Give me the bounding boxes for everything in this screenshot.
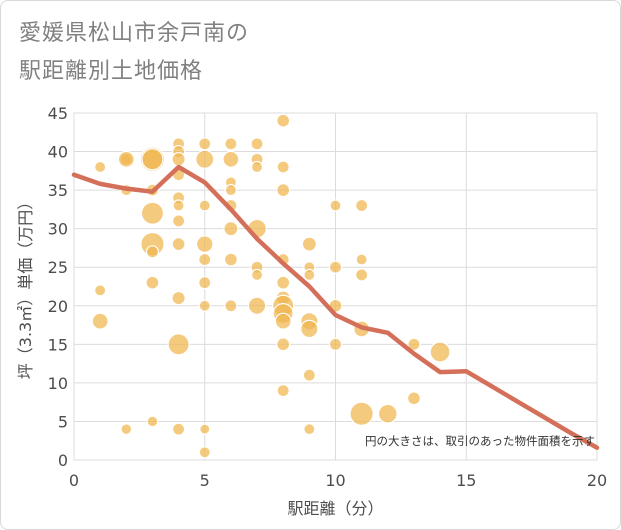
data-bubble — [172, 199, 185, 212]
x-tick-label: 15 — [456, 471, 476, 490]
data-bubble — [355, 198, 369, 213]
y-axis-label: 坪（3.3㎡）単価（万円） — [16, 194, 35, 379]
data-bubble — [171, 290, 186, 306]
plot-border — [73, 112, 598, 461]
data-bubble — [224, 299, 238, 313]
data-bubble — [195, 149, 215, 169]
data-bubble — [276, 160, 290, 174]
data-bubble — [250, 268, 264, 282]
x-axis-label: 駅距離（分） — [287, 499, 383, 518]
data-bubble — [145, 245, 160, 259]
data-bubble — [120, 423, 133, 436]
data-bubble — [172, 214, 186, 228]
data-bubble — [198, 446, 211, 459]
data-bubble — [274, 312, 292, 330]
data-bubble — [140, 201, 165, 225]
y-tick-label: 15 — [48, 335, 68, 354]
data-bubble — [172, 422, 186, 436]
data-bubble — [276, 384, 290, 398]
y-tick-label: 0 — [58, 451, 68, 470]
trend-line — [71, 164, 600, 450]
data-bubble — [303, 423, 316, 436]
data-bubble — [117, 150, 135, 168]
data-bubble — [145, 275, 160, 290]
data-bubble — [301, 236, 317, 252]
data-bubble — [355, 268, 369, 282]
data-bubble — [146, 415, 159, 428]
chart-title-line2: 駅距離別土地価格 — [19, 59, 204, 84]
x-tick-label: 10 — [325, 471, 345, 490]
data-bubble — [199, 423, 211, 435]
x-tick-label: 5 — [200, 471, 210, 490]
data-bubble — [276, 337, 291, 352]
bubble-size-note: 円の大きさは、取引のあった物件面積を示す — [365, 434, 595, 448]
data-bubble — [349, 401, 374, 426]
data-bubble — [198, 252, 212, 267]
y-tick-label: 45 — [48, 104, 68, 123]
data-bubble — [247, 296, 267, 315]
data-bubble — [328, 337, 343, 351]
data-bubble — [224, 137, 238, 151]
data-bubble — [302, 368, 316, 382]
data-bubble — [250, 160, 264, 174]
data-bubble — [223, 252, 238, 267]
data-bubble — [328, 260, 343, 274]
data-bubble — [303, 268, 316, 282]
x-tick-label: 20 — [587, 471, 607, 490]
data-bubble — [141, 148, 164, 171]
y-tick-label: 25 — [48, 258, 68, 277]
data-bubble — [198, 276, 212, 290]
y-tick-label: 40 — [48, 143, 68, 162]
data-bubble — [276, 113, 291, 128]
axis-ticks: 0 5 10 15 20 25 30 35 40 45 0 5 10 15 20 — [48, 104, 608, 490]
data-bubble — [171, 237, 186, 252]
data-bubble — [94, 160, 107, 174]
data-bubble — [91, 312, 109, 330]
data-bubble — [195, 235, 214, 253]
x-tick-label: 0 — [69, 471, 79, 490]
y-tick-label: 20 — [48, 297, 68, 316]
y-tick-label: 35 — [48, 181, 68, 200]
data-bubble — [198, 199, 211, 212]
data-bubble — [198, 137, 212, 151]
y-tick-label: 5 — [58, 412, 68, 431]
trend-line-group — [71, 164, 600, 450]
data-bubble — [250, 137, 264, 151]
data-bubble — [276, 275, 291, 290]
y-tick-label: 10 — [48, 374, 68, 393]
bubble-series — [91, 113, 451, 459]
data-bubble — [171, 152, 186, 167]
data-bubble — [167, 333, 190, 356]
data-bubble — [429, 341, 451, 363]
data-bubble — [406, 391, 421, 406]
data-bubble — [300, 319, 319, 339]
data-bubble — [223, 221, 239, 237]
data-bubble — [329, 199, 342, 212]
data-bubble — [224, 184, 237, 197]
data-bubble — [377, 403, 398, 424]
data-bubble — [355, 253, 368, 266]
data-bubble — [198, 299, 211, 312]
data-bubble — [407, 337, 421, 351]
y-tick-label: 30 — [48, 220, 68, 239]
data-bubble — [276, 183, 291, 198]
chart-title-line1: 愛媛県松山市余戸南の — [19, 21, 250, 46]
data-bubble — [222, 150, 240, 168]
data-bubble — [94, 284, 107, 297]
